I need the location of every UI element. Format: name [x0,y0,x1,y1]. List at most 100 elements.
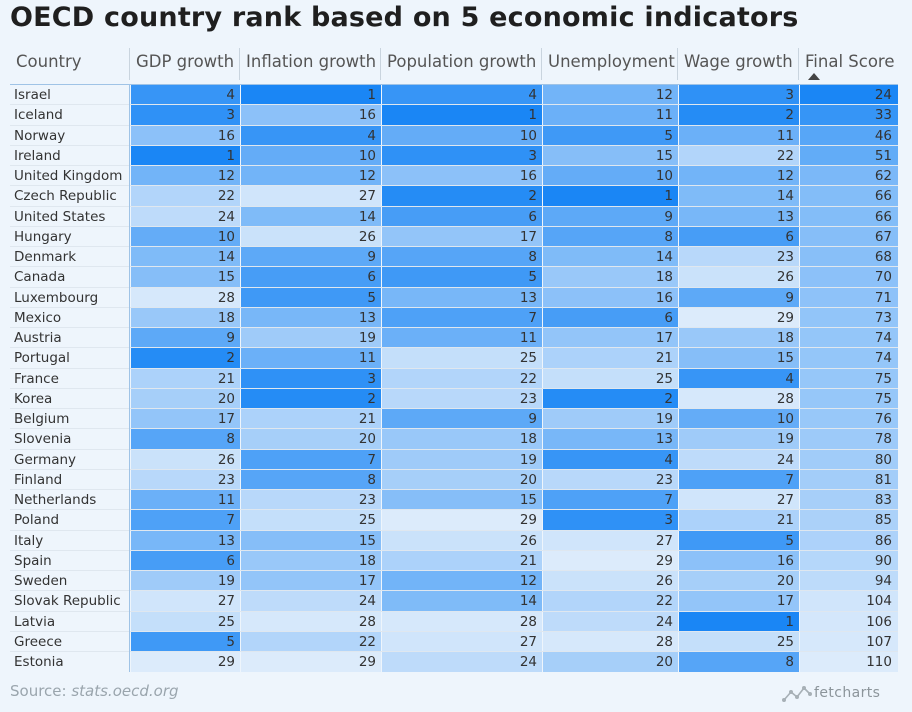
country-name: Sweden [14,573,68,589]
cell-population-growth: 3 [381,145,543,165]
country-name: Greece [14,633,63,650]
cell-gdp-growth: 15 [130,267,241,287]
cell-gdp-growth: 4 [130,85,241,105]
cell-inflation-growth: 8 [240,469,382,489]
table-row: Norway 16 4 10 5 11 46 [10,125,898,146]
cell-unemployment: 18 [542,267,679,287]
cell-final-score: 74 [799,348,898,368]
cell-inflation-growth: 23 [240,490,382,510]
column-header-population-growth[interactable]: Population growth [387,52,537,71]
fetcharts-logo: fetcharts [782,683,892,705]
cell-gdp-growth: 23 [130,469,241,489]
cell-inflation-growth: 9 [240,247,382,267]
country-name: Germany [14,451,77,468]
country-name: Slovak Republic [14,593,121,610]
cell-final-score: 46 [799,125,898,145]
cell-wage-growth: 15 [678,348,800,368]
cell-final-score: 106 [799,611,898,631]
column-header-final-score[interactable]: Final Score [805,52,895,71]
cell-unemployment: 29 [542,550,679,570]
column-header-unemployment[interactable]: Unemployment [548,52,675,71]
header-separator [129,48,130,80]
country-name: United States [14,208,106,225]
country-name: Mexico [14,309,62,326]
cell-wage-growth: 14 [678,186,800,206]
source-note: Source: stats.oecd.org [10,682,179,700]
cell-population-growth: 22 [381,368,543,388]
country-name: Estonia [14,654,64,670]
cell-wage-growth: 17 [678,591,800,611]
table-row: Iceland 3 16 1 11 2 33 [10,105,898,126]
country-name: Latvia [14,613,56,630]
cell-population-growth: 8 [381,247,543,267]
cell-population-growth: 19 [381,449,543,469]
cell-final-score: 62 [799,166,898,186]
cell-gdp-growth: 14 [130,247,241,267]
cell-population-growth: 14 [381,591,543,611]
cell-unemployment: 16 [542,287,679,307]
table-row: Portugal 2 11 25 21 15 74 [10,348,898,369]
cell-final-score: 81 [799,469,898,489]
source-label: Source: [10,682,72,700]
table-body: Israel 4 1 4 12 3 24 Iceland 3 16 1 11 2 33 Norway 16 4 1… [10,85,898,673]
cell-unemployment: 11 [542,105,679,125]
table-row: Luxembourg 28 5 13 16 9 71 [10,287,898,308]
cell-unemployment: 3 [542,510,679,530]
cell-final-score: 51 [799,145,898,165]
table-row: Netherlands 11 23 15 7 27 83 [10,490,898,511]
cell-population-growth: 9 [381,409,543,429]
cell-population-growth: 13 [381,287,543,307]
cell-final-score: 68 [799,247,898,267]
cell-wage-growth: 26 [678,267,800,287]
cell-unemployment: 5 [542,125,679,145]
cell-wage-growth: 28 [678,388,800,408]
cell-inflation-growth: 19 [240,328,382,348]
table-row: Austria 9 19 11 17 18 74 [10,328,898,349]
cell-gdp-growth: 25 [130,611,241,631]
cell-wage-growth: 27 [678,490,800,510]
column-header-gdp-growth[interactable]: GDP growth [136,52,235,71]
table-row: Israel 4 1 4 12 3 24 [10,85,898,106]
cell-unemployment: 7 [542,490,679,510]
cell-unemployment: 23 [542,469,679,489]
cell-wage-growth: 12 [678,166,800,186]
cell-final-score: 71 [799,287,898,307]
cell-gdp-growth: 9 [130,328,241,348]
cell-population-growth: 18 [381,429,543,449]
cell-inflation-growth: 20 [240,429,382,449]
cell-wage-growth: 22 [678,145,800,165]
cell-final-score: 107 [799,631,898,651]
cell-inflation-growth: 28 [240,611,382,631]
table-row: Greece 5 22 27 28 25 107 [10,631,898,652]
cell-unemployment: 14 [542,247,679,267]
cell-population-growth: 24 [381,652,543,673]
table-row: Ireland 1 10 3 15 22 51 [10,145,898,166]
column-header-country[interactable]: Country [16,52,82,71]
table-row: Czech Republic 22 27 2 1 14 66 [10,186,898,207]
sort-ascending-icon[interactable] [808,73,820,80]
table-row: Germany 26 7 19 4 24 80 [10,449,898,470]
column-header-inflation-growth[interactable]: Inflation growth [246,52,377,71]
cell-inflation-growth: 3 [240,368,382,388]
cell-wage-growth: 19 [678,429,800,449]
cell-wage-growth: 11 [678,125,800,145]
column-header-wage-growth[interactable]: Wage growth [684,52,793,71]
cell-final-score: 94 [799,571,898,591]
cell-inflation-growth: 13 [240,307,382,327]
cell-gdp-growth: 24 [130,206,241,226]
cell-wage-growth: 1 [678,611,800,631]
table-row: Spain 6 18 21 29 16 90 [10,550,898,571]
cell-gdp-growth: 27 [130,591,241,611]
cell-population-growth: 25 [381,348,543,368]
cell-wage-growth: 18 [678,328,800,348]
source-link[interactable]: stats.oecd.org [71,682,179,700]
cell-unemployment: 20 [542,652,679,673]
cell-final-score: 83 [799,490,898,510]
cell-inflation-growth: 27 [240,186,382,206]
country-name: Hungary [14,228,72,245]
cell-wage-growth: 7 [678,469,800,489]
cell-unemployment: 25 [542,368,679,388]
cell-wage-growth: 20 [678,571,800,591]
table-row: Latvia 25 28 28 24 1 106 [10,611,898,632]
cell-wage-growth: 2 [678,105,800,125]
